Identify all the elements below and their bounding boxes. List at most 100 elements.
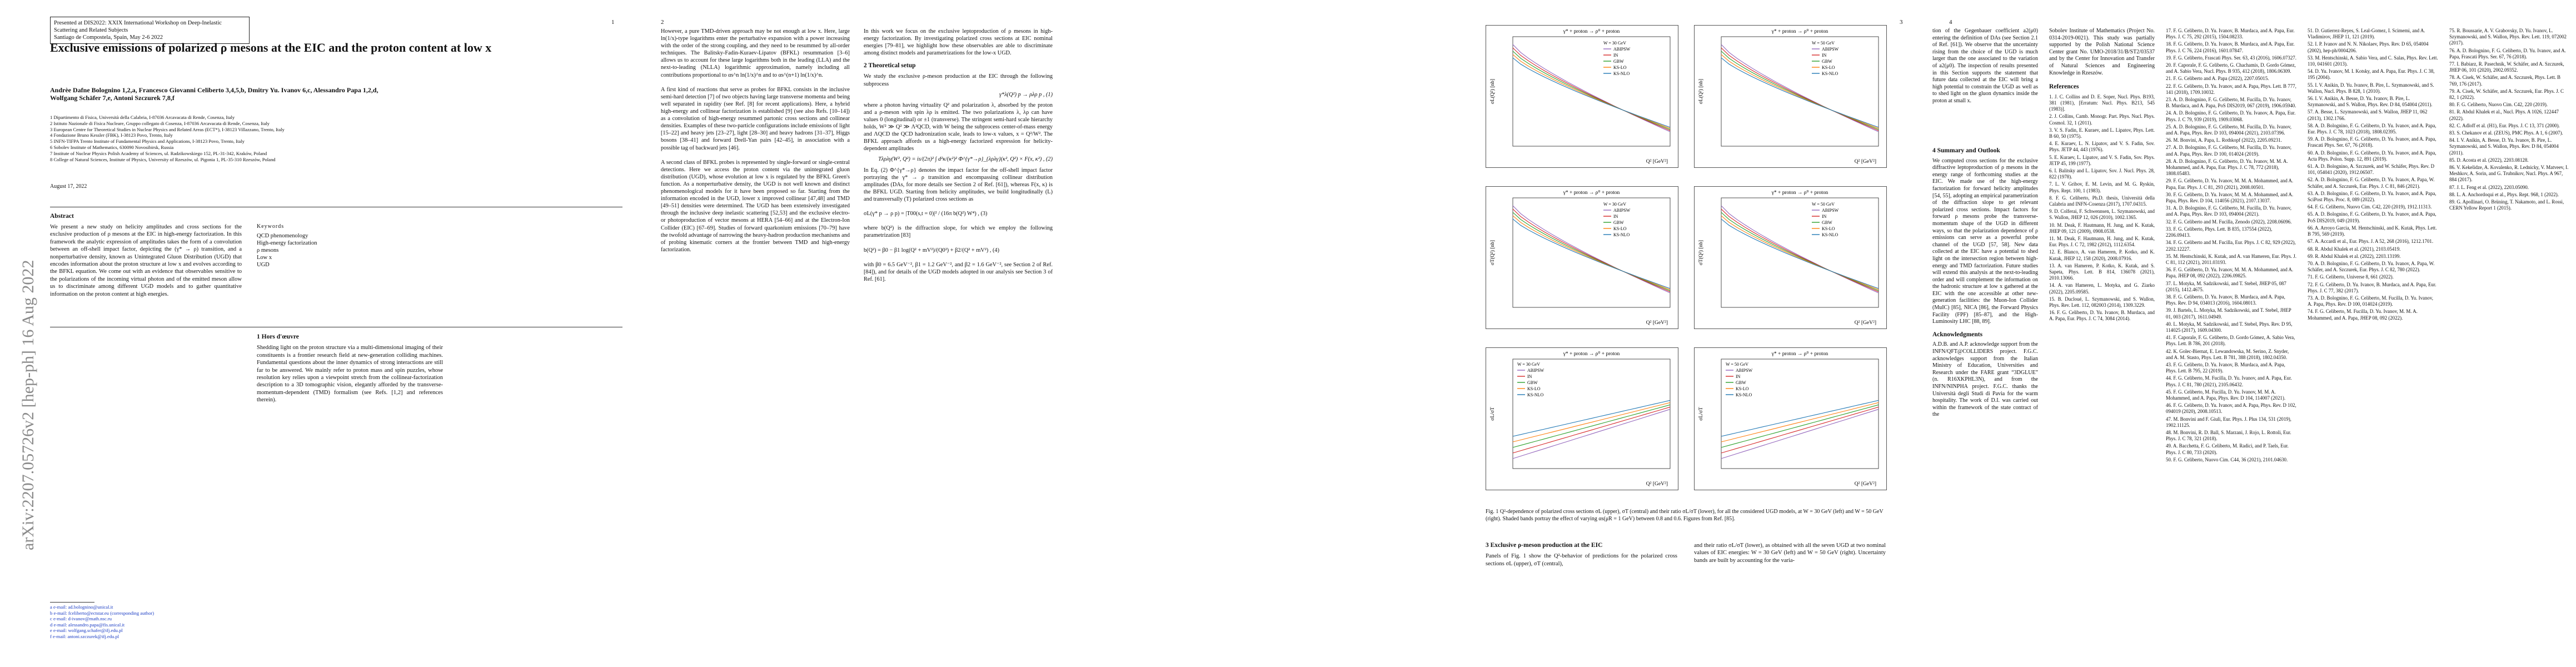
- figure-panel: γ* + proton → ρ⁰ + proton σL(Q²) [nb] Q² […: [1694, 25, 1887, 168]
- legend-entry: KS-NLO: [1736, 392, 1752, 397]
- model-curve: [1512, 215, 1671, 290]
- model-curve: [1721, 212, 1879, 291]
- model-curve: [1512, 205, 1671, 293]
- plot-frame: [1721, 36, 1879, 147]
- footnote-email[interactable]: c e-mail: d-ivanov@math.nsc.ru: [50, 616, 112, 622]
- legend-entry: W = 50 GeV: [1726, 362, 1748, 367]
- affiliation: 8 College of Natural Sciences, Institute…: [50, 156, 276, 162]
- model-curve: [1721, 218, 1879, 289]
- model-curve: [1512, 47, 1671, 131]
- reference-item: 24. A. D. Bolognino, F. G. Celiberto, D.…: [2166, 110, 2296, 122]
- page-number: 1: [611, 19, 615, 26]
- footnote-email[interactable]: b e-mail: fceliberto@ectstar.eu (corresp…: [50, 610, 155, 616]
- reference-item: 79. A. Cisek, W. Schäfer, and A. Szczure…: [2449, 88, 2564, 101]
- reference-item: 33. F. G. Celiberto, Phys. Lett. B 835, …: [2166, 226, 2273, 238]
- reference-item: 27. A. D. Bolognino, F. G. Celiberto, M.…: [2166, 145, 2291, 157]
- section-text: Sobolev Institute of Mathematics (Projec…: [2049, 28, 2155, 76]
- reference-item: 60. A. D. Bolognino, F. G. Celiberto, D.…: [2308, 150, 2437, 162]
- legend-entry: GBW: [1822, 220, 1832, 225]
- legend-entry: IN: [1736, 374, 1741, 379]
- reference-item: 26. M. Bonvini, A. Papa, L. Rothkopf (20…: [2166, 137, 2282, 143]
- model-curve: [1512, 54, 1671, 129]
- legend-entry: KS-LO: [1822, 226, 1835, 231]
- legend-entry: IN: [1613, 53, 1618, 58]
- reference-item: 45. F. G. Celiberto, M. Fucilla, D. Yu. …: [2166, 389, 2286, 401]
- reference-item: 4. E. Kuraev, L. N. Lipatov, and V. S. F…: [2049, 141, 2155, 153]
- figure-panel: γ* + proton → ρ⁰ + proton σL/σT Q² [GeV²] W…: [1486, 347, 1678, 490]
- y-axis-label: σT(Q²) [nb]: [1489, 240, 1496, 265]
- legend-entry: KS-NLO: [1527, 392, 1544, 397]
- plot-frame: [1721, 197, 1879, 308]
- model-curve: [1512, 218, 1671, 289]
- figure-panel: γ* + proton → ρ⁰ + proton σL/σT Q² [GeV²] W…: [1694, 347, 1887, 490]
- reference-item: 11. M. Deak, F. Hautmann, H. Jung, and K…: [2049, 236, 2155, 248]
- references-heading: References: [2049, 83, 2079, 91]
- legend-entry: GBW: [1527, 380, 1538, 385]
- legend-entry: KS-LO: [1736, 386, 1749, 391]
- page-number: 2: [661, 19, 664, 26]
- model-curve: [1512, 212, 1671, 291]
- plot-frame: [1512, 359, 1671, 469]
- legend-entry: KS-LO: [1822, 65, 1835, 70]
- footnote-email[interactable]: d e-mail: alessandro.papa@fis.unical.it: [50, 621, 125, 628]
- reference-item: 52. I. P. Ivanov and N. N. Nikolaev, Phy…: [2308, 41, 2429, 53]
- reference-item: 66. A. Arroyo Garcia, M. Hentschinski, a…: [2308, 225, 2437, 237]
- x-axis-label: Q² [GeV²]: [1855, 159, 1876, 165]
- page-4: 4 tion of the Gegenbauer coefficient a2(…: [1932, 0, 2576, 667]
- affiliation: 4 Fondazione Bruno Kessler (FBK), I-3812…: [50, 132, 173, 138]
- reference-item: 76. A. D. Bolognino, F. G. Celiberto, D.…: [2449, 47, 2566, 59]
- reference-item: 15. B. Ducloué, L. Szymanowski, and S. W…: [2049, 296, 2155, 308]
- model-curve: [1721, 57, 1879, 128]
- model-curve: [1512, 402, 1671, 442]
- reference-item: 69. R. Abdul Khalek et al. (2022), 2203.…: [2308, 253, 2401, 259]
- footnote-email[interactable]: a e-mail: ad.bolognino@unical.it: [50, 604, 113, 610]
- affiliation: 6 Sobolev Institute of Mathematics, 6300…: [50, 144, 174, 150]
- panel-title: γ* + proton → ρ⁰ + proton: [1771, 28, 1828, 34]
- reference-item: 3. V. S. Fadin, E. Kuraev, and L. Lipato…: [2049, 127, 2155, 139]
- legend-entry: IN: [1822, 214, 1827, 219]
- reference-item: 30. F. G. Celiberto, D. Yu. Ivanov, M. M…: [2166, 191, 2294, 204]
- legend-entry: KS-NLO: [1822, 232, 1838, 237]
- reference-item: 56. I. V. Anikin, A. Besse, D. Yu. Ivano…: [2308, 96, 2433, 108]
- reference-item: 40. L. Motyka, M. Sadzikowski, and T. St…: [2166, 321, 2293, 333]
- reference-list: 17. F. G. Celiberto, D. Yu. Ivanov, B. M…: [2166, 28, 2296, 464]
- reference-item: 51. D. Gutierrez-Reyes, S. Leal-Gomez, I…: [2308, 28, 2425, 40]
- legend-entry: GBW: [1613, 220, 1624, 225]
- legend-entry: IN: [1613, 214, 1618, 219]
- reference-item: 68. R. Abdul Khalek et al. (2021), 2103.…: [2308, 246, 2401, 252]
- reference-item: 22. F. G. Celiberto, D. Yu. Ivanov, and …: [2166, 83, 2296, 95]
- legend-entry: ABIPSW: [1613, 208, 1631, 213]
- model-curve: [1721, 404, 1879, 448]
- section-text: In this work we focus on the exclusive l…: [864, 28, 1053, 57]
- reference-item: 6. I. Balitsky and L. Lipatov, Sov. J. N…: [2049, 167, 2155, 180]
- paper-date: August 17, 2022: [50, 183, 87, 190]
- reference-item: 20. F. Caporale, F. G. Celiberto, G. Cha…: [2166, 62, 2296, 74]
- keyword: UGD: [257, 262, 270, 268]
- reference-item: 82. C. Adloff et al. (H1), Eur. Phys. J.…: [2449, 122, 2560, 128]
- footnote-email[interactable]: e e-mail: wolfgang.schafer@ifj.edu.pl: [50, 628, 123, 634]
- legend-entry: KS-NLO: [1613, 71, 1630, 76]
- model-curve: [1721, 208, 1879, 292]
- reference-item: 47. M. Bonvini and F. Giuli, Eur. Phys. …: [2166, 416, 2291, 428]
- reference-item: 57. A. Besse, L. Szymanowski, and S. Wal…: [2308, 109, 2428, 121]
- reference-item: 28. A. D. Bolognino, F. G. Celiberto, D.…: [2166, 158, 2288, 177]
- reference-item: 64. F. G. Celiberto, Nuovo Cim. C42, 220…: [2308, 204, 2432, 210]
- section-heading: 4 Summary and Outlook: [1932, 147, 2000, 154]
- reference-item: 89. G. Apollinari, O. Brüning, T. Nakamo…: [2449, 199, 2564, 211]
- footnote-email[interactable]: f e-mail: antoni.szczurek@ifj.edu.pl: [50, 633, 119, 639]
- section-text: Shedding light on the proton structure v…: [257, 345, 443, 404]
- reference-item: 7. L. V. Gribov, E. M. Levin, and M. G. …: [2049, 181, 2155, 193]
- reference-item: 59. A. D. Bolognino, F. G. Celiberto, D.…: [2308, 136, 2437, 148]
- affiliation-list: 1 Dipartimento di Fisica, Università del…: [50, 115, 395, 162]
- reference-item: 67. A. Accardi et al., Eur. Phys. J. A 5…: [2308, 238, 2434, 245]
- intro-continued: However, a pure TMD-driven approach may …: [661, 28, 850, 253]
- page-2: 2 However, a pure TMD-driven approach ma…: [644, 0, 1288, 667]
- figure-caption: Fig. 1 Q²-dependence of polarized cross …: [1486, 509, 1884, 522]
- reference-item: 77. I. Babiarz, R. Pasechnik, W. Schäfer…: [2449, 61, 2564, 73]
- section-heading: 2 Theoretical setup: [864, 62, 916, 69]
- reference-item: 8. F. G. Celiberto, Ph.D. thesis, Univer…: [2049, 195, 2155, 207]
- reference-item: 36. F. G. Celiberto, D. Yu. Ivanov, M. M…: [2166, 267, 2294, 279]
- model-curve: [1721, 44, 1879, 132]
- y-axis-label: σT(Q²) [nb]: [1698, 240, 1704, 265]
- reference-item: 50. F. G. Celiberto, Nuovo Cim. C44, 36 …: [2166, 456, 2288, 462]
